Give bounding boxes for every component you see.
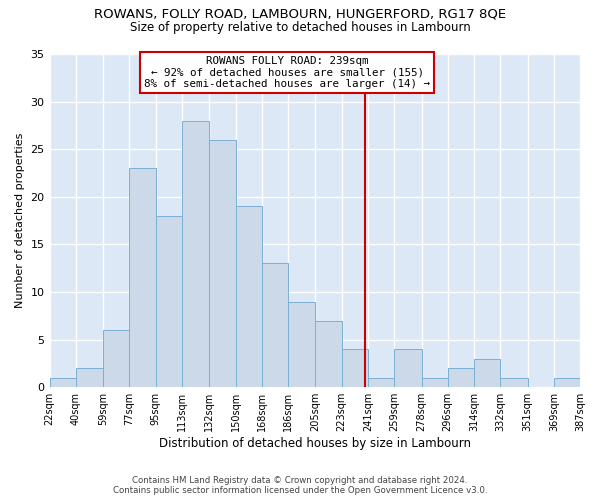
Bar <box>209 140 236 387</box>
Bar <box>182 120 209 387</box>
Bar <box>236 206 262 387</box>
X-axis label: Distribution of detached houses by size in Lambourn: Distribution of detached houses by size … <box>159 437 471 450</box>
Bar <box>368 378 394 387</box>
Bar <box>500 378 527 387</box>
Bar <box>76 368 103 387</box>
Bar <box>341 349 368 387</box>
Y-axis label: Number of detached properties: Number of detached properties <box>15 133 25 308</box>
Bar <box>288 302 316 387</box>
Bar <box>554 378 580 387</box>
Text: Size of property relative to detached houses in Lambourn: Size of property relative to detached ho… <box>130 21 470 34</box>
Text: Contains HM Land Registry data © Crown copyright and database right 2024.
Contai: Contains HM Land Registry data © Crown c… <box>113 476 487 495</box>
Bar <box>474 358 500 387</box>
Text: ROWANS, FOLLY ROAD, LAMBOURN, HUNGERFORD, RG17 8QE: ROWANS, FOLLY ROAD, LAMBOURN, HUNGERFORD… <box>94 8 506 20</box>
Bar <box>394 349 422 387</box>
Bar <box>422 378 448 387</box>
Text: ROWANS FOLLY ROAD: 239sqm
← 92% of detached houses are smaller (155)
8% of semi-: ROWANS FOLLY ROAD: 239sqm ← 92% of detac… <box>144 56 430 89</box>
Bar <box>130 168 155 387</box>
Bar <box>50 378 76 387</box>
Bar <box>103 330 130 387</box>
Bar <box>155 216 182 387</box>
Bar <box>262 264 288 387</box>
Bar <box>448 368 474 387</box>
Bar <box>316 320 341 387</box>
